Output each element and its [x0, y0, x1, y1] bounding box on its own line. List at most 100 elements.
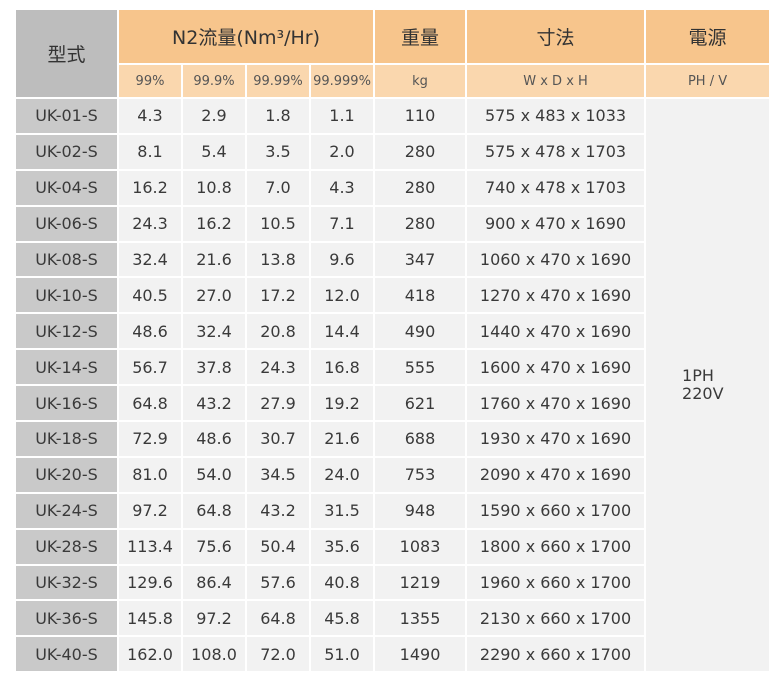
- header-weight-unit: kg: [373, 63, 468, 99]
- flow-99-99-cell: 10.5: [245, 204, 311, 243]
- header-size: 寸法: [465, 8, 647, 65]
- power-phase: 1PH: [682, 366, 714, 386]
- flow-99-99-cell: 7.0: [245, 168, 311, 207]
- table-row: UK-24-S 97.2 64.8 43.2 31.5 948 1590 x 660 x 1…: [14, 491, 770, 530]
- flow-99-999-cell: 45.8: [308, 599, 376, 638]
- flow-99-999-cell: 2.0: [308, 132, 376, 171]
- weight-cell: 490: [373, 312, 468, 351]
- flow-99-9-cell: 21.6: [181, 240, 247, 279]
- flow-99-999-cell: 16.8: [308, 348, 376, 387]
- weight-cell: 280: [373, 204, 468, 243]
- header-power: 電源: [644, 8, 772, 65]
- flow-99-99-cell: 72.0: [245, 635, 311, 674]
- flow-99-999-cell: 40.8: [308, 563, 376, 602]
- table-row: UK-20-S 81.0 54.0 34.5 24.0 753 2090 x 470 x 1…: [14, 455, 770, 494]
- weight-cell: 347: [373, 240, 468, 279]
- flow-99-9-cell: 108.0: [181, 635, 247, 674]
- header-purity-99-999: 99.999%: [308, 63, 376, 99]
- model-cell: UK-10-S: [14, 276, 119, 315]
- flow-99-999-cell: 51.0: [308, 635, 376, 674]
- header-flow: N2流量(Nm³/Hr): [116, 8, 376, 65]
- flow-99-999-cell: 1.1: [308, 97, 376, 135]
- model-cell: UK-20-S: [14, 455, 119, 494]
- flow-99-cell: 145.8: [117, 599, 183, 638]
- table-row: UK-16-S 64.8 43.2 27.9 19.2 621 1760 x 470 x 1…: [14, 384, 770, 423]
- flow-99-cell: 72.9: [117, 420, 183, 458]
- flow-99-cell: 129.6: [117, 563, 183, 602]
- header-model: 型式: [14, 8, 119, 99]
- flow-99-cell: 162.0: [117, 635, 183, 674]
- model-cell: UK-08-S: [14, 240, 119, 279]
- size-cell: 1600 x 470 x 1690: [465, 348, 647, 387]
- weight-cell: 1219: [373, 563, 468, 602]
- size-cell: 1960 x 660 x 1700: [465, 563, 647, 602]
- size-cell: 1270 x 470 x 1690: [465, 276, 647, 315]
- size-cell: 575 x 478 x 1703: [465, 132, 647, 171]
- model-cell: UK-14-S: [14, 348, 119, 387]
- size-cell: 1760 x 470 x 1690: [465, 384, 647, 423]
- table-row: UK-04-S 16.2 10.8 7.0 4.3 280 740 x 478 x 1703: [14, 168, 770, 207]
- flow-99-99-cell: 30.7: [245, 420, 311, 458]
- table-row: UK-32-S 129.6 86.4 57.6 40.8 1219 1960 x 660 x…: [14, 563, 770, 602]
- weight-cell: 1083: [373, 527, 468, 566]
- table-row: UK-18-S 72.9 48.6 30.7 21.6 688 1930 x 470 x 1…: [14, 420, 770, 458]
- flow-99-99-cell: 1.8: [245, 97, 311, 135]
- model-cell: UK-24-S: [14, 491, 119, 530]
- size-cell: 740 x 478 x 1703: [465, 168, 647, 207]
- table-row: UK-40-S 162.0 108.0 72.0 51.0 1490 2290 x 660 …: [14, 635, 770, 674]
- model-cell: UK-01-S: [14, 97, 119, 135]
- model-cell: UK-32-S: [14, 563, 119, 602]
- header-weight: 重量: [373, 8, 468, 65]
- model-cell: UK-02-S: [14, 132, 119, 171]
- model-cell: UK-28-S: [14, 527, 119, 566]
- size-cell: 1930 x 470 x 1690: [465, 420, 647, 458]
- weight-cell: 688: [373, 420, 468, 458]
- table-row: UK-28-S 113.4 75.6 50.4 35.6 1083 1800 x 660 x…: [14, 527, 770, 566]
- power-cell: 1PH 220V: [644, 96, 772, 674]
- table-row: UK-14-S 56.7 37.8 24.3 16.8 555 1600 x 470 x 1…: [14, 348, 770, 387]
- weight-cell: 948: [373, 491, 468, 530]
- table-row: UK-02-S 8.1 5.4 3.5 2.0 280 575 x 478 x 1703: [14, 132, 770, 171]
- header-size-unit: W x D x H: [465, 63, 647, 99]
- power-voltage: 220V: [682, 384, 724, 404]
- size-cell: 1590 x 660 x 1700: [465, 491, 647, 530]
- weight-cell: 1355: [373, 599, 468, 638]
- table-body: UK-01-S 4.3 2.9 1.8 1.1 110 575 x 483 x 1033 1P…: [14, 96, 772, 674]
- flow-99-99-cell: 50.4: [245, 527, 311, 566]
- flow-99-cell: 56.7: [117, 348, 183, 387]
- flow-99-999-cell: 12.0: [308, 276, 376, 315]
- flow-99-9-cell: 75.6: [181, 527, 247, 566]
- flow-99-cell: 113.4: [117, 527, 183, 566]
- weight-cell: 418: [373, 276, 468, 315]
- size-cell: 1800 x 660 x 1700: [465, 527, 647, 566]
- flow-99-999-cell: 7.1: [308, 204, 376, 243]
- weight-cell: 280: [373, 168, 468, 207]
- flow-99-cell: 8.1: [117, 132, 183, 171]
- flow-99-cell: 64.8: [117, 384, 183, 423]
- flow-99-cell: 97.2: [117, 491, 183, 530]
- flow-99-cell: 40.5: [117, 276, 183, 315]
- table-row: UK-01-S 4.3 2.9 1.8 1.1 110 575 x 483 x 1033 1P…: [14, 96, 772, 674]
- spec-table: 型式 N2流量(Nm³/Hr) 重量 寸法 電源 99% 99.9% 99.99…: [14, 8, 772, 674]
- weight-cell: 555: [373, 348, 468, 387]
- flow-99-99-cell: 57.6: [245, 563, 311, 602]
- flow-99-99-cell: 43.2: [245, 491, 311, 530]
- header-power-unit: PH / V: [644, 63, 772, 99]
- flow-99-999-cell: 19.2: [308, 384, 376, 423]
- table-row: UK-06-S 24.3 16.2 10.5 7.1 280 900 x 470 x 169…: [14, 204, 770, 243]
- header-purity-99: 99%: [117, 63, 183, 99]
- flow-99-9-cell: 10.8: [181, 168, 247, 207]
- weight-cell: 280: [373, 132, 468, 171]
- flow-99-99-cell: 64.8: [245, 599, 311, 638]
- table-row: UK-10-S 40.5 27.0 17.2 12.0 418 1270 x 470 x 1…: [14, 276, 770, 315]
- flow-99-999-cell: 21.6: [308, 420, 376, 458]
- flow-99-cell: 48.6: [117, 312, 183, 351]
- flow-99-99-cell: 27.9: [245, 384, 311, 423]
- model-cell: UK-18-S: [14, 420, 119, 458]
- size-cell: 1440 x 470 x 1690: [465, 312, 647, 351]
- flow-99-9-cell: 2.9: [181, 97, 247, 135]
- flow-99-cell: 16.2: [117, 168, 183, 207]
- model-cell: UK-16-S: [14, 384, 119, 423]
- size-cell: 2130 x 660 x 1700: [465, 599, 647, 638]
- model-cell: UK-06-S: [14, 204, 119, 243]
